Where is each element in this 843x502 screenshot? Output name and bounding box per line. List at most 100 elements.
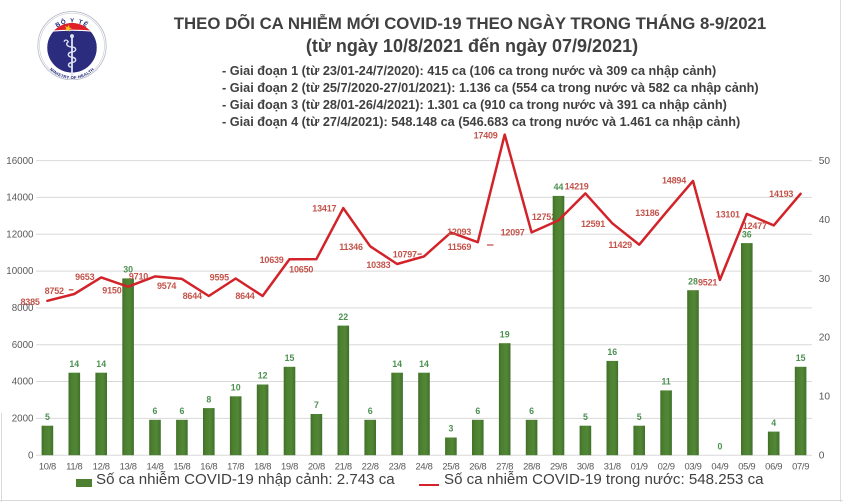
svg-text:0: 0 xyxy=(717,441,722,451)
svg-text:8752: 8752 xyxy=(45,286,64,296)
svg-text:2000: 2000 xyxy=(12,414,34,425)
svg-text:13/8: 13/8 xyxy=(120,460,137,471)
svg-text:30: 30 xyxy=(123,265,133,275)
svg-text:12: 12 xyxy=(258,371,268,381)
svg-text:30/8: 30/8 xyxy=(577,460,594,471)
svg-text:12477: 12477 xyxy=(743,221,767,231)
svg-text:03/9: 03/9 xyxy=(684,460,701,471)
svg-text:14: 14 xyxy=(419,359,429,369)
svg-text:15: 15 xyxy=(285,353,295,363)
svg-text:01/9: 01/9 xyxy=(631,460,648,471)
svg-text:10797: 10797 xyxy=(393,249,417,259)
svg-text:12752: 12752 xyxy=(532,212,556,222)
svg-text:07/9: 07/9 xyxy=(792,460,809,471)
svg-text:13186: 13186 xyxy=(635,208,659,218)
svg-text:28: 28 xyxy=(688,276,698,286)
svg-text:14: 14 xyxy=(69,359,79,369)
svg-text:10383: 10383 xyxy=(366,260,390,270)
svg-text:16: 16 xyxy=(607,347,617,357)
svg-text:04/9: 04/9 xyxy=(711,460,728,471)
svg-text:12591: 12591 xyxy=(581,219,605,229)
svg-text:44: 44 xyxy=(554,182,564,192)
svg-text:27/8: 27/8 xyxy=(496,460,513,471)
svg-text:19: 19 xyxy=(500,329,510,339)
svg-text:9653: 9653 xyxy=(75,272,94,282)
svg-text:31/8: 31/8 xyxy=(604,460,621,471)
svg-text:5: 5 xyxy=(45,412,50,422)
svg-text:13101: 13101 xyxy=(716,210,740,220)
svg-text:21/8: 21/8 xyxy=(335,460,352,471)
svg-text:5: 5 xyxy=(583,412,588,422)
svg-text:8644: 8644 xyxy=(183,291,202,301)
svg-text:10: 10 xyxy=(231,383,241,393)
svg-text:10: 10 xyxy=(819,392,831,403)
svg-text:15: 15 xyxy=(796,353,806,363)
svg-text:05/9: 05/9 xyxy=(738,460,755,471)
svg-text:9595: 9595 xyxy=(210,273,229,283)
svg-text:26/8: 26/8 xyxy=(469,460,486,471)
svg-text:22/8: 22/8 xyxy=(362,460,379,471)
svg-text:5: 5 xyxy=(637,412,642,422)
svg-text:8385: 8385 xyxy=(20,297,39,307)
svg-text:24/8: 24/8 xyxy=(415,460,432,471)
svg-text:0: 0 xyxy=(819,451,825,462)
svg-text:9710: 9710 xyxy=(129,272,148,282)
svg-text:14: 14 xyxy=(96,359,106,369)
svg-text:13417: 13417 xyxy=(312,203,336,213)
svg-text:9574: 9574 xyxy=(157,281,176,291)
svg-text:20: 20 xyxy=(819,333,831,344)
svg-text:30: 30 xyxy=(819,274,831,285)
svg-text:10000: 10000 xyxy=(6,266,34,277)
svg-text:23/8: 23/8 xyxy=(389,460,406,471)
svg-text:12097: 12097 xyxy=(501,228,525,238)
svg-text:18/8: 18/8 xyxy=(254,460,271,471)
svg-text:12000: 12000 xyxy=(6,229,34,240)
svg-text:25/8: 25/8 xyxy=(442,460,459,471)
svg-text:28/8: 28/8 xyxy=(523,460,540,471)
svg-text:16/8: 16/8 xyxy=(200,460,217,471)
svg-text:9521: 9521 xyxy=(698,278,717,288)
svg-text:14894: 14894 xyxy=(662,175,686,185)
svg-text:14/8: 14/8 xyxy=(146,460,163,471)
svg-text:14000: 14000 xyxy=(6,193,34,204)
svg-text:11/8: 11/8 xyxy=(66,460,82,471)
svg-text:6: 6 xyxy=(368,406,373,416)
svg-text:40: 40 xyxy=(819,215,831,226)
svg-text:6: 6 xyxy=(179,406,184,416)
svg-text:50: 50 xyxy=(819,156,831,167)
svg-text:11: 11 xyxy=(661,377,670,387)
svg-text:36: 36 xyxy=(742,229,752,239)
svg-text:4: 4 xyxy=(771,418,776,428)
svg-text:11346: 11346 xyxy=(339,242,363,252)
svg-text:4000: 4000 xyxy=(12,377,34,388)
svg-text:6: 6 xyxy=(153,406,158,416)
svg-text:8000: 8000 xyxy=(12,303,34,314)
svg-text:02/9: 02/9 xyxy=(658,460,675,471)
svg-text:14193: 14193 xyxy=(769,189,793,199)
svg-text:11569: 11569 xyxy=(448,242,472,252)
svg-text:14: 14 xyxy=(392,359,402,369)
svg-text:15/8: 15/8 xyxy=(173,460,190,471)
svg-text:17/8: 17/8 xyxy=(227,460,244,471)
svg-text:8: 8 xyxy=(206,394,211,404)
svg-text:29/8: 29/8 xyxy=(550,460,567,471)
svg-text:06/9: 06/9 xyxy=(765,460,782,471)
svg-text:10639: 10639 xyxy=(260,255,284,265)
svg-text:12093: 12093 xyxy=(447,227,471,237)
svg-text:10650: 10650 xyxy=(289,264,313,274)
svg-text:3: 3 xyxy=(448,424,453,434)
svg-text:19/8: 19/8 xyxy=(281,460,298,471)
svg-text:22: 22 xyxy=(338,312,348,322)
svg-text:8644: 8644 xyxy=(235,291,254,301)
svg-text:16000: 16000 xyxy=(6,156,34,167)
svg-text:7: 7 xyxy=(314,400,319,410)
svg-text:6: 6 xyxy=(475,406,480,416)
svg-text:6000: 6000 xyxy=(12,340,34,351)
svg-text:10/8: 10/8 xyxy=(39,460,56,471)
svg-text:12/8: 12/8 xyxy=(93,460,110,471)
svg-text:20/8: 20/8 xyxy=(308,460,325,471)
svg-text:14219: 14219 xyxy=(565,182,589,192)
svg-text:11429: 11429 xyxy=(608,240,632,250)
svg-text:6: 6 xyxy=(529,406,534,416)
svg-text:0: 0 xyxy=(28,450,34,461)
